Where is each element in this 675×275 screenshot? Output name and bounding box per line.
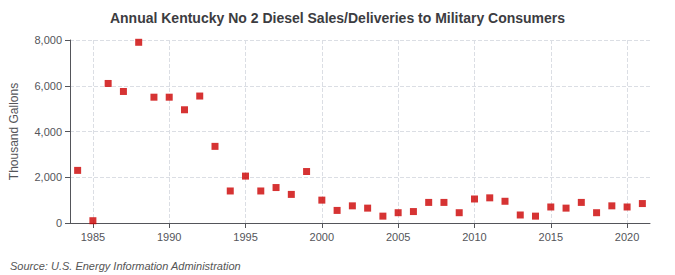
svg-text:Thousand Gallons: Thousand Gallons	[7, 83, 21, 180]
svg-text:2005: 2005	[386, 231, 410, 243]
svg-text:1995: 1995	[233, 231, 257, 243]
svg-text:8,000: 8,000	[34, 34, 62, 46]
svg-text:4,000: 4,000	[34, 126, 62, 138]
svg-text:0: 0	[56, 217, 62, 229]
svg-text:Annual Kentucky No 2 Diesel Sa: Annual Kentucky No 2 Diesel Sales/Delive…	[110, 10, 565, 26]
svg-text:Source: U.S. Energy Informatio: Source: U.S. Energy Information Administ…	[10, 260, 241, 272]
svg-text:2020: 2020	[615, 231, 639, 243]
svg-text:2,000: 2,000	[34, 171, 62, 183]
svg-text:1985: 1985	[81, 231, 105, 243]
svg-text:1990: 1990	[157, 231, 181, 243]
svg-text:2010: 2010	[462, 231, 486, 243]
svg-text:2015: 2015	[539, 231, 563, 243]
svg-text:2000: 2000	[310, 231, 334, 243]
svg-text:6,000: 6,000	[34, 80, 62, 92]
